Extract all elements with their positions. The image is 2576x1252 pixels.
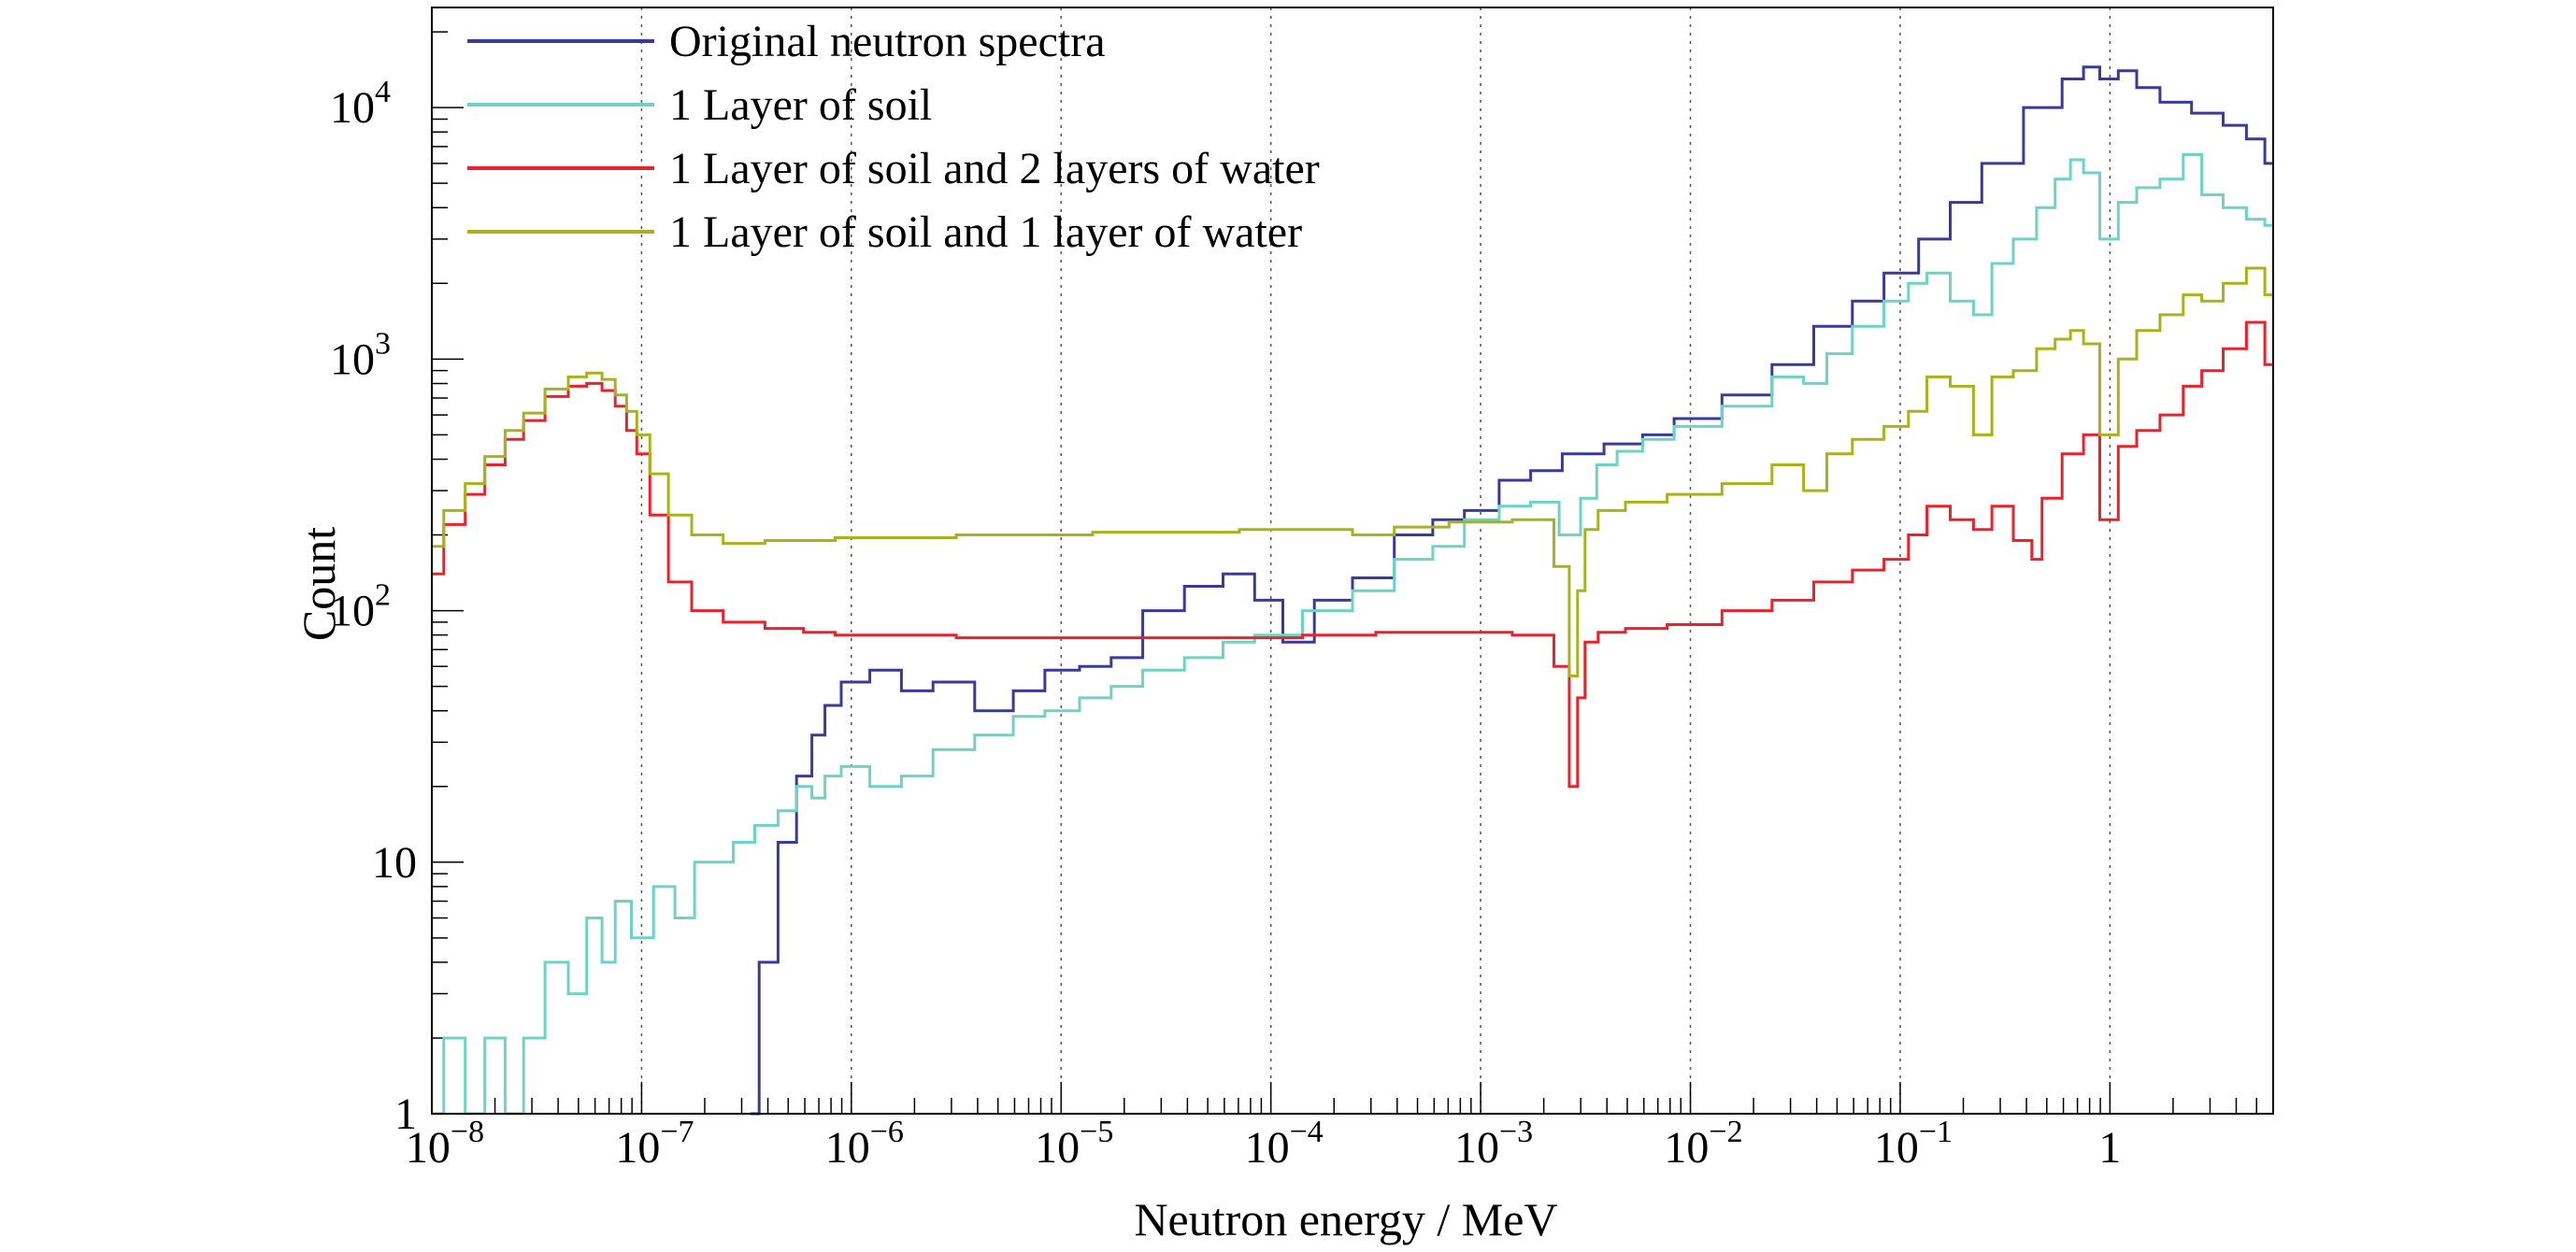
tick-label: 10−1 xyxy=(1874,1115,1953,1173)
tick-label: 10−7 xyxy=(615,1115,694,1173)
tick-label: 104 xyxy=(330,75,391,133)
tick-label: 1 xyxy=(2098,1123,2121,1173)
tick-label: 10−6 xyxy=(825,1115,904,1173)
minor-ticks xyxy=(431,31,2274,1115)
legend-label: Original neutron spectra xyxy=(669,17,1106,66)
series-layer xyxy=(431,65,2274,1116)
tick-label: 1 xyxy=(394,1089,417,1139)
legend-label: 1 Layer of soil and 2 layers of water xyxy=(669,144,1320,193)
series-line xyxy=(432,266,2273,677)
x-tick-labels: 10−8 10−7 10−6 10−5 10−4 10−3 10−2 10−1 1 xyxy=(406,1115,2121,1173)
legend-label: 1 Layer of soil xyxy=(669,80,932,130)
legend-label: 1 Layer of soil and 1 layer of water xyxy=(669,207,1302,257)
tick-label: 103 xyxy=(330,326,391,384)
legend: Original neutron spectra 1 Layer of soil 1… xyxy=(467,17,1320,257)
tick-label: 10−2 xyxy=(1664,1115,1742,1173)
series-line xyxy=(432,153,2273,1116)
y-axis-title: Count xyxy=(293,527,345,641)
x-axis-title: Neutron energy / MeV xyxy=(1134,1193,1557,1245)
y-tick-labels: 1 10 102 103 104 xyxy=(330,75,417,1139)
series-line xyxy=(750,65,2273,1116)
tick-label: 102 xyxy=(330,578,391,636)
tick-label: 10 xyxy=(372,838,417,888)
plot-frame xyxy=(431,7,2274,1115)
tick-label: 10−3 xyxy=(1454,1115,1533,1173)
tick-label: 10−4 xyxy=(1245,1115,1324,1173)
tick-label: 10−5 xyxy=(1035,1115,1113,1173)
tick-label: 10−8 xyxy=(406,1115,484,1173)
